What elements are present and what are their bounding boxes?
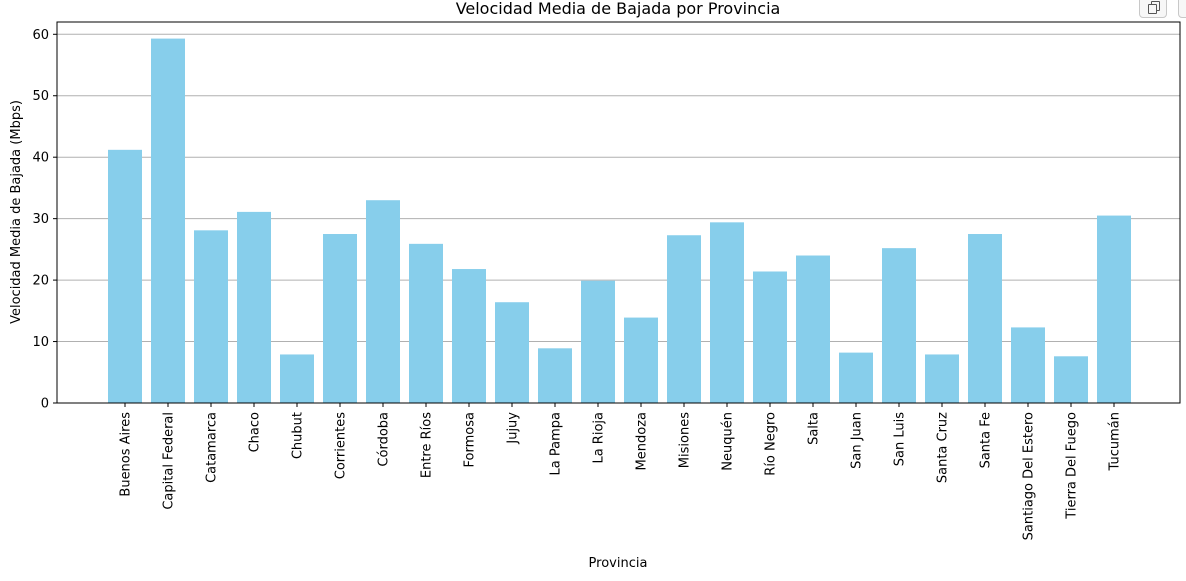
x-tick-label: Jujuy [506,412,521,445]
bar [495,302,529,403]
y-ticks: 0 10 20 30 40 50 60 [32,28,57,412]
bar [108,149,142,403]
x-tick-label: Tierra Del Fuego [1065,412,1080,520]
bar [452,269,486,403]
x-tick-label: San Juan [850,412,865,469]
bar [366,200,400,403]
chart-title: Velocidad Media de Bajada por Provincia [456,0,781,18]
bar [925,354,959,403]
bar [1097,215,1131,403]
x-tick-label: Misiones [678,412,693,468]
x-tick-label: La Pampa [549,412,564,475]
x-tick-label: Río Negro [764,412,779,476]
bar [710,222,744,403]
x-tick-label: Chaco [248,412,263,452]
x-tick-label: Capital Federal [162,412,177,510]
bar [968,234,1002,403]
x-tick-label: Catamarca [205,412,220,483]
x-tick-label: Santa Cruz [936,412,951,483]
x-tick-label: Corrientes [334,412,349,479]
bar [280,354,314,403]
bar [796,255,830,403]
bar [409,243,443,403]
y-tick-label: 60 [32,28,49,43]
x-tick-label: Neuquén [721,412,736,471]
y-tick-label: 40 [32,151,49,166]
x-tick-label: Salta [807,412,822,445]
x-ticks: Buenos Aires Capital Federal Catamarca Chac… [119,403,1123,540]
x-tick-label: Entre Ríos [420,412,435,478]
bar [667,235,701,403]
x-tick-label: San Luis [893,412,908,466]
x-tick-label: Tucumán [1108,412,1123,471]
bars [108,38,1131,404]
plot-frame [56,21,1181,404]
x-tick-label: Mendoza [635,412,650,470]
y-tick-label: 30 [32,212,49,227]
bar [753,271,787,403]
bar [194,230,228,403]
bar [581,280,615,403]
copy-button[interactable] [1139,0,1167,18]
x-tick-label: La Rioja [592,412,607,464]
bar [323,234,357,403]
x-tick-label: Chubut [291,412,306,459]
y-axis-label: Velocidad Media de Bajada (Mbps) [9,100,24,324]
y-tick-label: 0 [41,397,49,412]
y-tick-label: 10 [32,335,49,350]
toolbar-button[interactable] [1178,0,1186,18]
bar [538,348,572,403]
bar [882,248,916,403]
y-tick-label: 20 [32,274,49,289]
bar [624,317,658,403]
x-tick-label: Córdoba [377,412,392,467]
x-axis-label: Provincia [589,556,648,571]
bar [1011,327,1045,403]
copy-icon-front [1148,4,1157,14]
x-tick-label: Santiago Del Estero [1022,412,1037,540]
y-tick-label: 50 [32,89,49,104]
x-tick-label: Buenos Aires [119,412,134,497]
bar [151,38,185,404]
bar [1054,356,1088,403]
bar [237,211,271,403]
x-tick-label: Santa Fe [979,412,994,468]
bar [839,352,873,403]
x-tick-label: Formosa [463,412,478,467]
